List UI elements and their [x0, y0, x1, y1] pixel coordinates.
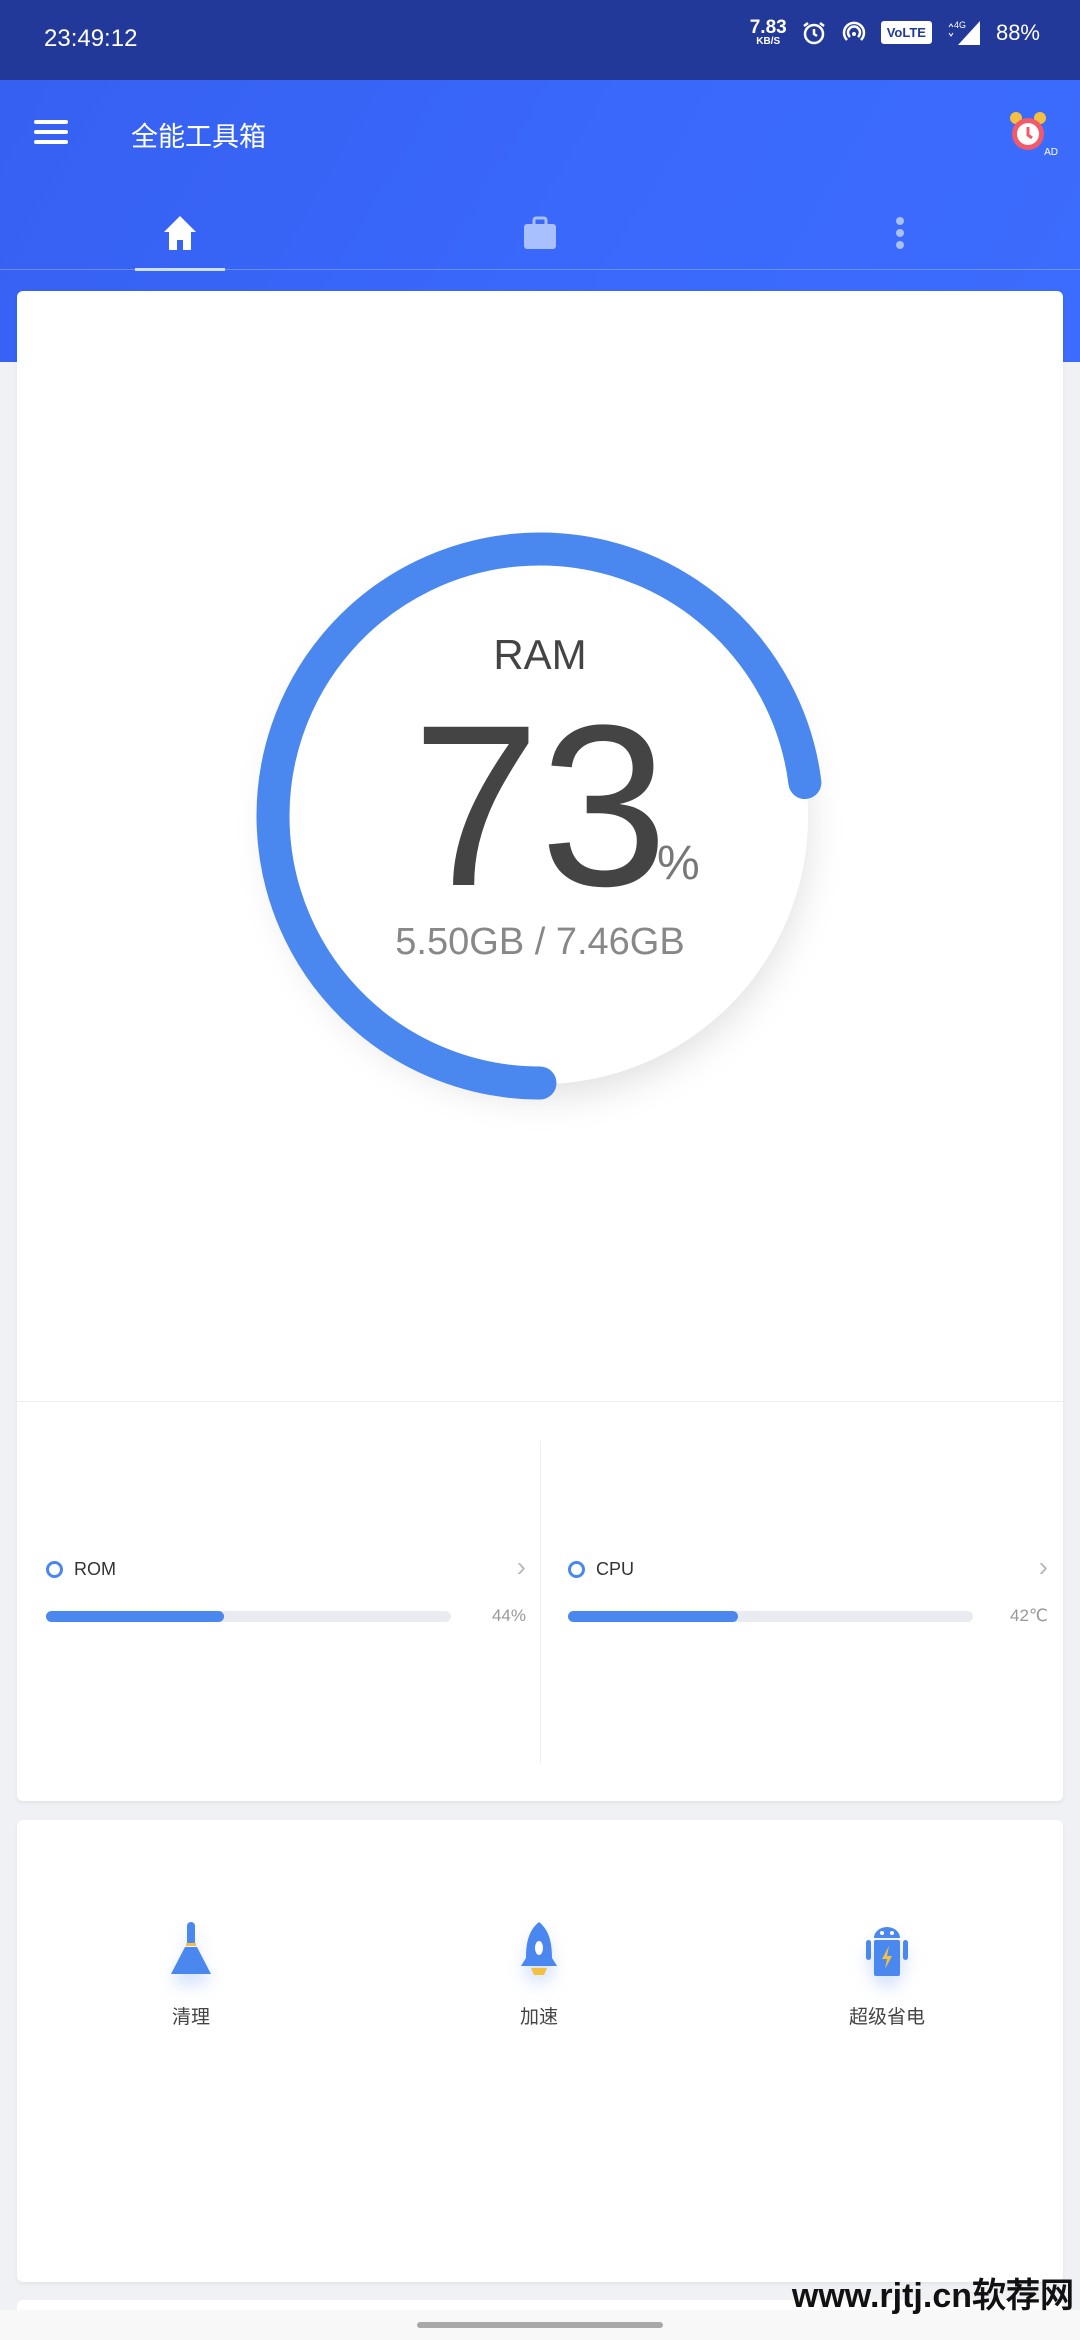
tool-label: 加速: [519, 2007, 558, 2028]
system-status-card: RAM 73 % 5.50GB / 7.46GB ROM › 44% CPU ›…: [17, 291, 1063, 1801]
cpu-stat[interactable]: CPU › 42℃: [568, 1551, 1048, 1651]
tab-tools[interactable]: [495, 195, 585, 270]
rom-progress-bar: [46, 1611, 451, 1622]
stat-name: ROM: [74, 1559, 116, 1579]
briefcase-icon: [524, 216, 556, 249]
stat-value: 42℃: [1009, 1606, 1048, 1625]
android-battery-icon: [866, 1927, 908, 1976]
gauge-disc: [272, 548, 808, 1084]
app-title: 全能工具箱: [131, 122, 266, 152]
chevron-right-icon: ›: [1038, 1551, 1048, 1582]
cpu-progress-bar: [568, 1611, 973, 1622]
ram-progress-arc: [256, 532, 822, 1100]
tool-boost[interactable]: 加速: [439, 1920, 639, 2029]
tab-home[interactable]: [135, 195, 225, 271]
progress-fill: [46, 1611, 225, 1622]
ring-dot-icon: [46, 1561, 63, 1578]
alarm-clock-icon: [1010, 112, 1046, 150]
alarm-icon: [802, 21, 825, 44]
chevron-right-icon: ›: [516, 1551, 526, 1582]
gesture-bar: [0, 2310, 1080, 2340]
ram-percent: 73: [412, 677, 668, 934]
ring-dot-icon: [568, 1561, 585, 1578]
watermark: www.rjtj.cn软荐网: [791, 2277, 1074, 2315]
tool-label: 清理: [171, 2007, 210, 2028]
ram-gauge[interactable]: [17, 291, 1063, 1391]
divider: [540, 1441, 541, 1764]
tool-power-save[interactable]: 超级省电: [787, 1920, 987, 2029]
tab-bar: [0, 195, 1080, 271]
tools-card: 清理 加速 超级省电: [17, 1820, 1063, 2282]
divider: [17, 1401, 1063, 1402]
hamburger-icon: [34, 120, 68, 124]
progress-fill: [568, 1611, 739, 1622]
tool-label: 超级省电: [848, 2007, 925, 2028]
tab-more[interactable]: [855, 195, 945, 270]
tool-clean[interactable]: 清理: [91, 1920, 291, 2029]
menu-button[interactable]: [34, 120, 68, 144]
ad-alarm-button[interactable]: AD: [1008, 110, 1058, 160]
status-bar: 23:49:12 7.83 KB/S VoLTE 4G 88%: [0, 0, 1080, 80]
volte-badge: VoLTE: [880, 21, 932, 44]
home-handle[interactable]: [417, 2322, 663, 2328]
ram-usage: 5.50GB / 7.46GB: [395, 921, 685, 963]
more-vert-icon: [896, 216, 904, 249]
ram-percent-sign: %: [657, 837, 700, 890]
ram-label: RAM: [493, 631, 587, 678]
hotspot-icon: [842, 21, 865, 41]
stat-name: CPU: [596, 1559, 635, 1579]
broom-icon: [171, 1922, 211, 1974]
battery-level: 88%: [995, 19, 1040, 45]
net-speed: 7.83 KB/S: [749, 17, 787, 47]
stat-value: 44%: [491, 1606, 526, 1625]
rocket-icon: [521, 1922, 557, 1975]
status-time: 23:49:12: [44, 25, 138, 52]
signal-icon: 4G: [948, 20, 980, 45]
rom-stat[interactable]: ROM › 44%: [46, 1551, 526, 1651]
ad-badge: AD: [1044, 147, 1058, 158]
svg-text:4G: 4G: [954, 20, 966, 30]
home-icon: [164, 215, 196, 250]
